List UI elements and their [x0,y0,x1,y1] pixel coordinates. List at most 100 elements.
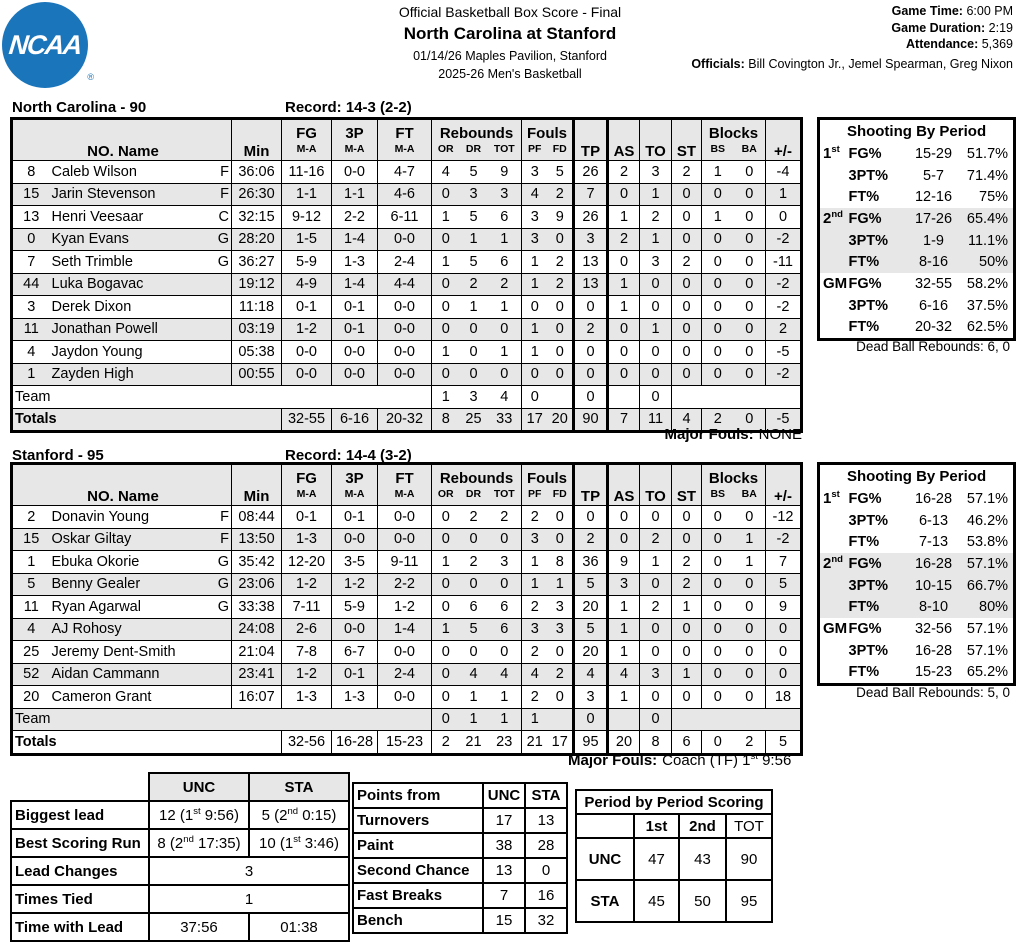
col-header-3p: 3P [331,118,378,142]
shooting-made-attempted: 17-26 [904,208,963,230]
stat-as: 3 [607,572,640,596]
player-row: 25 Jeremy Dent-Smith 21:04 7-8 6-7 0-0 0 0 0 2 0 20… [11,640,802,664]
sta-shooting-box-container: Shooting By Period 1st FG% 16-28 57.1% 3PT% 6-… [817,462,1017,687]
stat-bs: 0 [701,572,734,596]
stat-bs: 0 [701,685,734,709]
col-subheader-fg-ma: M-A [281,487,332,506]
stat-st: 0 [671,227,702,251]
ncaa-logo: NCAA ® [2,2,94,88]
stat-bs: 0 [701,272,734,296]
stat-bs: 0 [701,295,734,319]
stat-pf: 1 [521,340,548,364]
points-from-unc-value: 13 [482,857,526,884]
shooting-row: 3PT% 6-16 37.5% [819,295,1015,317]
shooting-stat-label: FG% [848,275,882,292]
stat-fg: 1-5 [281,227,332,251]
game-stats-sta-value: 10 (1st 3:46) [248,828,350,858]
period-scoring-subheader-spacer [575,813,635,839]
shooting-by-period-table: Shooting By Period 1st FG% 15-29 51.7% 3PT% 5-… [817,117,1017,342]
stat-min: 32:15 [231,205,282,229]
stat-fg: 1-3 [281,527,332,551]
stat-min: 05:38 [231,340,282,364]
unc-value-post: 9:56) [200,806,239,824]
team-blank [671,707,802,731]
shooting-stat-label: FG% [848,145,882,162]
player-number: 11 [11,317,50,341]
shooting-row: 3PT% 1-9 11.1% [818,229,1015,252]
shooting-period [819,317,849,340]
totals-row: Totals 32-55 6-16 20-32 8 25 33 17 20 90 7 11 4 2 0 -5 [11,407,802,432]
points-from-unc-value: 17 [482,807,526,834]
stat-as: 2 [607,227,640,251]
stat-ba: 0 [733,250,766,274]
stat-ba: 0 [733,182,766,206]
shooting-period [819,640,849,662]
points-from-sta-value: 16 [524,882,568,909]
player-number: 15 [11,527,50,551]
sta-team-name-score: Stanford - 95 [12,447,104,464]
team-tp: 0 [572,385,609,409]
player-row: 15 Jarin Stevenson F 26:30 1-1 1-1 4-6 0 3 3 4 2 7 0 1… [11,182,802,206]
col-header-plus-minus: +/- [765,118,802,161]
totals-fd: 17 [547,730,574,755]
stat-tot: 3 [487,550,522,574]
totals-fg: 32-56 [281,730,332,755]
stat-tp: 0 [572,505,609,529]
sta-value-pre: 01:38 [280,918,318,936]
player-number: 4 [11,617,50,641]
col-subheader-fd: FD [547,487,574,506]
shooting-made-attempted: 15-23 [914,664,953,681]
stat-min: 24:08 [231,617,282,641]
points-from-label: Turnovers [352,807,484,834]
shooting-period [818,251,849,274]
stat-dr: 0 [459,340,488,364]
stat-min: 11:18 [231,295,282,319]
stat-to: 0 [639,295,672,319]
totals-fg: 32-55 [281,407,332,432]
period-scoring-table: Period by Period Scoring 1st 2nd TOT UNC 47 43… [575,789,773,923]
stat-tot: 2 [487,505,522,529]
stat-ft: 0-0 [377,317,432,341]
totals-plus-minus: -5 [765,407,802,432]
stat-ba: 0 [733,227,766,251]
totals-tp: 90 [572,407,609,432]
unc-value-ordinal: st [193,805,201,817]
stat-fg: 1-3 [281,685,332,709]
stat-bs: 0 [701,182,734,206]
box-score-table: NO. Name Min FG 3P FT Rebounds Fouls TP AS TO ST Bl… [10,462,803,756]
player-position: G [209,250,232,274]
period-scoring-tot-value: 95 [725,879,773,923]
totals-st: 6 [671,730,702,755]
game-duration-label: Game Duration: [891,20,986,35]
player-row: 4 Jaydon Young 05:38 0-0 0-0 0-0 1 0 1 1 0 0 0 0 0 0 0 -5 [11,340,802,364]
team-row-label: Team [11,707,432,731]
period-scoring-team: UNC [575,837,635,881]
stat-to: 0 [639,640,672,664]
report-title: Official Basketball Box Score - Final [398,4,622,20]
game-stats-header-spacer [11,773,149,801]
team-pf: 1 [521,707,548,731]
stat-tp: 36 [572,550,609,574]
stat-bs: 0 [701,640,734,664]
stat-tot: 1 [487,685,522,709]
stat-as: 1 [607,617,640,641]
stat-p3: 1-4 [331,272,378,296]
stat-st: 1 [671,595,702,619]
stat-fd: 9 [547,205,574,229]
period-scoring-team: STA [575,879,635,923]
shooting-row: 3PT% 6-13 46.2% [819,510,1015,532]
sta-major-fouls-label: Major Fouls: [568,752,658,769]
totals-tot: 23 [487,730,522,755]
shooting-stat-label: 3PT% [848,512,889,529]
stat-plus-minus: 18 [765,685,802,709]
stat-pf: 1 [521,272,548,296]
game-stats-label: Times Tied [10,884,150,914]
points-from-header-sta: STA [524,782,568,809]
unc-major-fouls: Major Fouls: NONE [0,426,802,443]
stat-plus-minus: 0 [765,205,802,229]
stat-st: 2 [671,550,702,574]
stat-pf: 1 [521,317,548,341]
player-position [209,662,232,686]
col-subheader-ft-ma: M-A [377,487,432,506]
shooting-period [819,186,849,208]
